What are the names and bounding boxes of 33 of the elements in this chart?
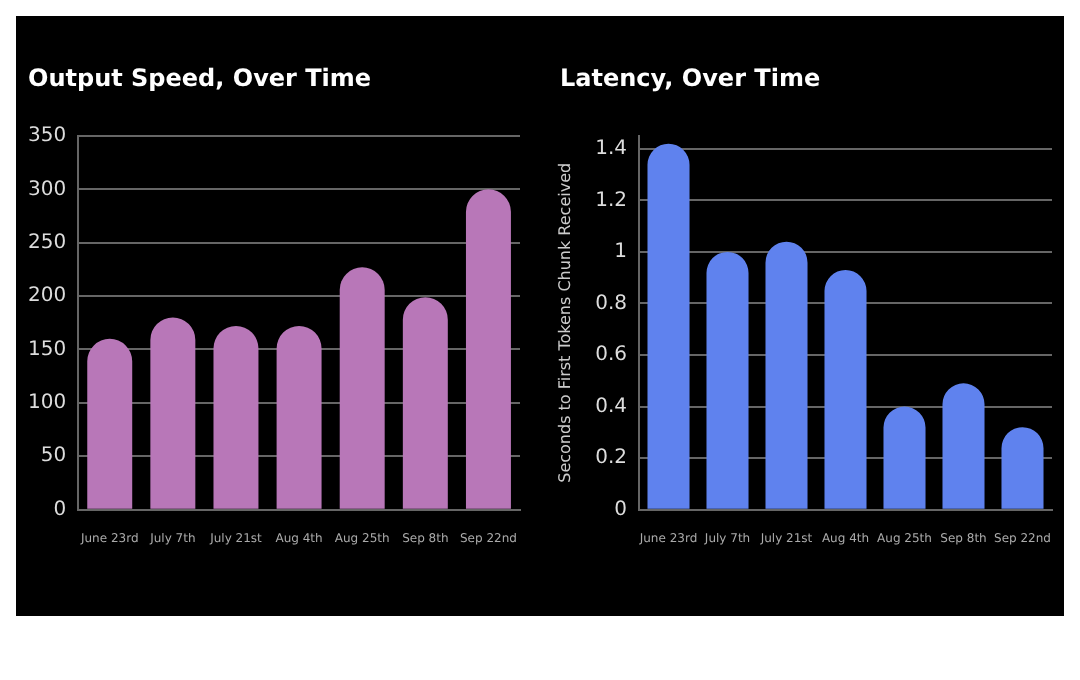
- y-tick-label: 150: [27, 338, 67, 361]
- y-tick-label: 1.2: [595, 189, 628, 212]
- y-tick-label: 300: [27, 178, 67, 201]
- bar: [1001, 427, 1044, 509]
- y-tick-label: 0.8: [595, 292, 628, 315]
- y-tick-label: 1: [614, 241, 628, 264]
- chart-title: Latency, Over Time: [560, 64, 823, 96]
- y-tick-label: 350: [27, 125, 67, 148]
- bar: [213, 326, 259, 509]
- bar: [465, 189, 511, 509]
- bar: [276, 326, 322, 509]
- bar: [402, 297, 448, 509]
- bar: [942, 383, 985, 509]
- bar: [87, 338, 133, 509]
- bar: [706, 251, 749, 509]
- y-axis-title: Seconds to First Tokens Chunk Received: [555, 162, 574, 483]
- bar: [883, 406, 926, 509]
- bar: [824, 269, 867, 509]
- y-tick-label: 0.2: [595, 447, 628, 470]
- y-tick-label: 250: [27, 231, 67, 254]
- y-tick-label: 0.6: [595, 344, 628, 367]
- bar: [765, 241, 808, 509]
- bar: [339, 267, 385, 509]
- y-tick-label: 0: [614, 498, 628, 521]
- y-tick-label: 0.4: [595, 395, 628, 418]
- y-tick-label: 50: [40, 445, 67, 468]
- chart-title: Output Speed, Over Time: [28, 64, 374, 96]
- y-tick-label: 0: [53, 498, 67, 521]
- bar: [647, 143, 690, 509]
- y-tick-label: 200: [27, 285, 67, 308]
- y-tick-label: 100: [27, 392, 67, 415]
- y-tick-label: 1.4: [595, 138, 628, 161]
- bar: [150, 317, 196, 509]
